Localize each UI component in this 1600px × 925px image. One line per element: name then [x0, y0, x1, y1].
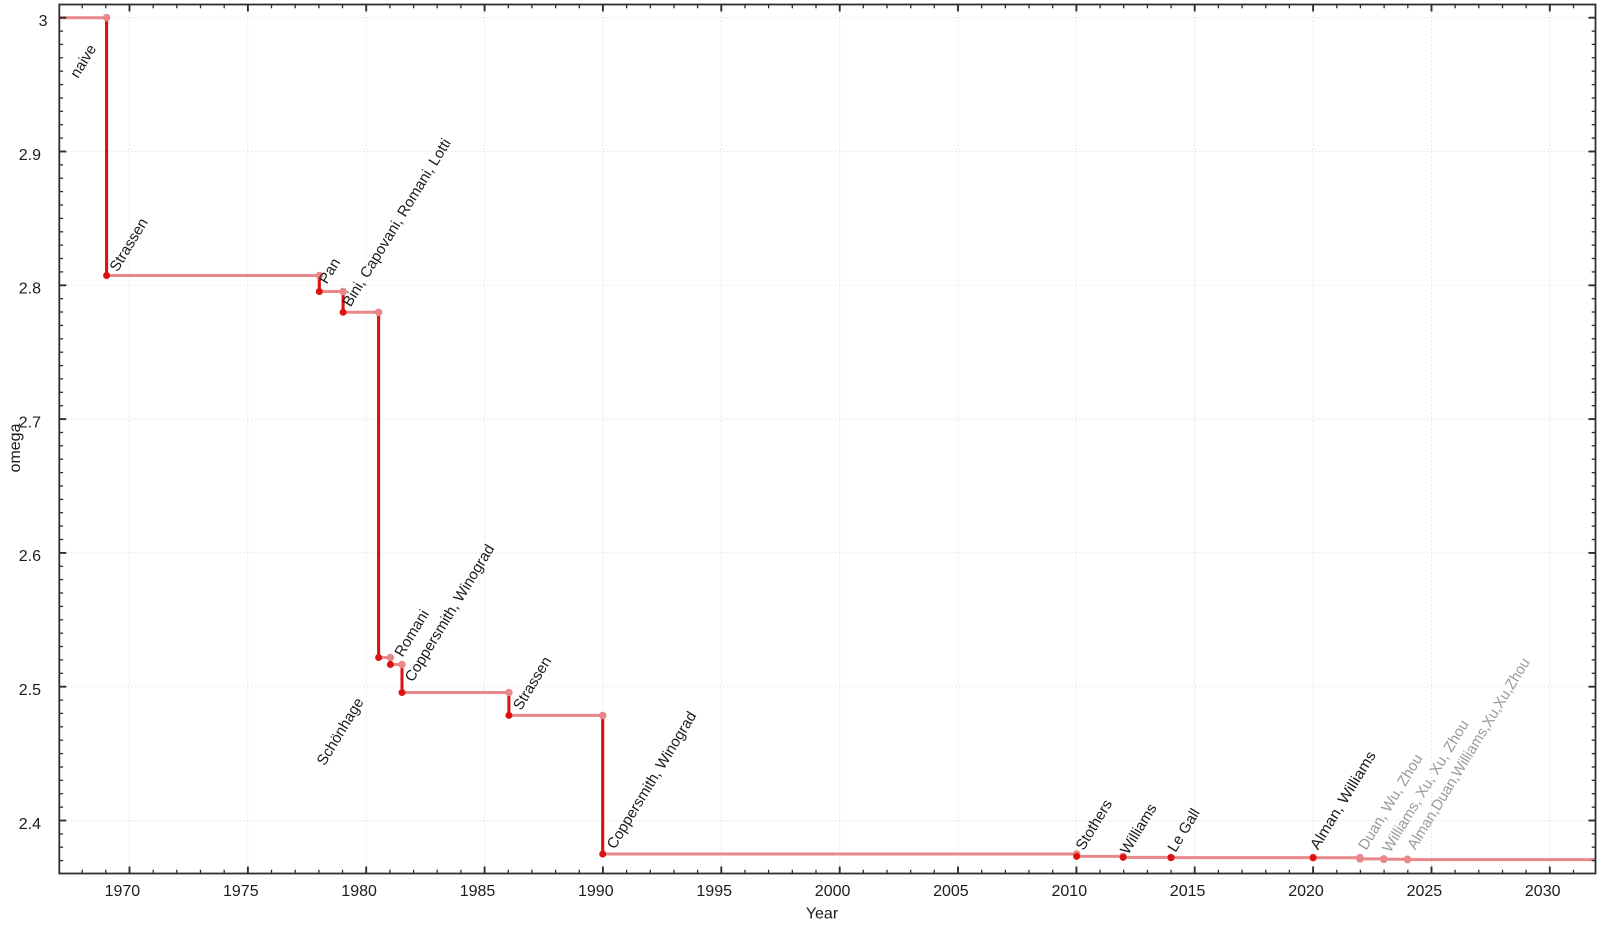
svg-text:1995: 1995	[696, 883, 732, 900]
svg-text:1980: 1980	[341, 883, 377, 900]
svg-text:2.4: 2.4	[19, 816, 41, 833]
svg-text:2030: 2030	[1525, 883, 1561, 900]
svg-text:2.5: 2.5	[19, 682, 41, 699]
svg-text:Year: Year	[806, 906, 839, 921]
svg-text:1970: 1970	[105, 883, 141, 900]
svg-text:omega: omega	[7, 423, 24, 472]
svg-text:2010: 2010	[1052, 883, 1088, 900]
svg-text:3: 3	[39, 13, 48, 30]
svg-text:2.6: 2.6	[19, 548, 41, 565]
svg-text:2.9: 2.9	[19, 147, 41, 164]
svg-text:2025: 2025	[1407, 883, 1443, 900]
svg-text:1990: 1990	[578, 883, 614, 900]
svg-text:2.7: 2.7	[19, 414, 41, 431]
svg-text:2005: 2005	[933, 883, 969, 900]
svg-text:2015: 2015	[1170, 883, 1206, 900]
svg-text:2020: 2020	[1288, 883, 1324, 900]
svg-text:1985: 1985	[460, 883, 496, 900]
svg-text:2.8: 2.8	[19, 281, 41, 298]
svg-text:1975: 1975	[223, 883, 259, 900]
svg-text:2000: 2000	[815, 883, 851, 900]
